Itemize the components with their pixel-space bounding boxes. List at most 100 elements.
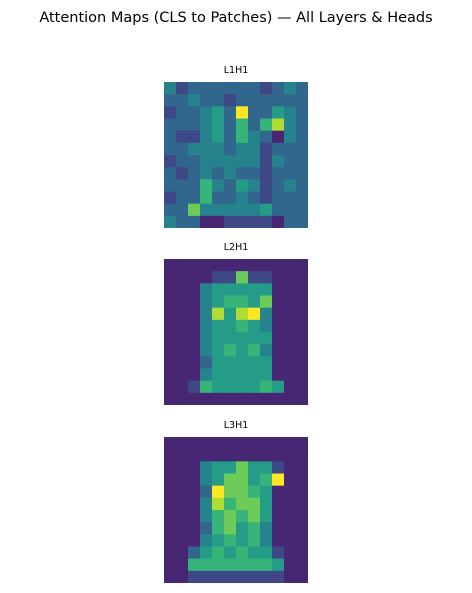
heatmap-cell (236, 368, 249, 382)
heatmap-cell (164, 558, 177, 572)
heatmap-cell (212, 118, 225, 132)
heatmap-cell (176, 295, 189, 309)
heatmap-cell (296, 191, 308, 205)
heatmap-cell (164, 546, 177, 560)
heatmap-cell (284, 94, 297, 107)
heatmap-cell (200, 449, 213, 462)
heatmap-cell (164, 283, 177, 296)
heatmap-cell (284, 319, 297, 333)
heatmap-cell (164, 497, 177, 511)
heatmap-cell (224, 106, 237, 119)
heatmap-cell (296, 461, 308, 474)
heatmap-cell (164, 437, 177, 450)
heatmap-cell (200, 191, 213, 205)
heatmap-cell (200, 215, 213, 228)
heatmap-cell (272, 191, 285, 205)
heatmap-cell (188, 259, 201, 272)
heatmap-cell (272, 167, 285, 180)
heatmap-cell (176, 570, 189, 583)
heatmap-cell (236, 155, 249, 168)
heatmap-cell (164, 215, 177, 228)
heatmap-cell (248, 392, 261, 405)
heatmap-cell (224, 259, 237, 272)
heatmap-cell (296, 179, 308, 192)
heatmap-cell (224, 449, 237, 462)
heatmap-cell (296, 106, 308, 119)
heatmap-cell (188, 307, 201, 321)
heatmap-cell (200, 130, 213, 144)
heatmap-cell (176, 522, 189, 535)
heatmap-cell (272, 203, 285, 217)
heatmap-cell (200, 522, 213, 535)
heatmap-cell (200, 94, 213, 107)
heatmap-cell (188, 130, 201, 144)
heatmap-cell (284, 203, 297, 217)
heatmap-cell (200, 380, 213, 394)
heatmap-cell (296, 437, 308, 450)
heatmap-cell (164, 368, 177, 382)
heatmap-cell (260, 82, 273, 95)
heatmap-cell (248, 380, 261, 394)
heatmap-cell (284, 344, 297, 357)
heatmap-cell (284, 522, 297, 535)
heatmap-cell (296, 392, 308, 405)
heatmap-cell (224, 155, 237, 168)
heatmap-cell (284, 295, 297, 309)
heatmap-cell (200, 570, 213, 583)
heatmap-cell (176, 534, 189, 547)
heatmap-cell (260, 106, 273, 119)
heatmap-cell (248, 332, 261, 345)
heatmap-cell (248, 118, 261, 132)
heatmap-cell (260, 558, 273, 572)
heatmap-cell (236, 295, 249, 309)
heatmap-cell (200, 142, 213, 156)
heatmap-cell (260, 368, 273, 382)
heatmap-cell (284, 215, 297, 228)
heatmap-cell (296, 546, 308, 560)
heatmap-cell (296, 130, 308, 144)
heatmap-cell (212, 130, 225, 144)
heatmap-cell (224, 546, 237, 560)
heatmap-cell (248, 437, 261, 450)
heatmap-cell (224, 295, 237, 309)
heatmap-cell (212, 295, 225, 309)
heatmap-cell (272, 271, 285, 284)
heatmap-cell (224, 142, 237, 156)
heatmap-cell (296, 485, 308, 499)
heatmap-cell (248, 473, 261, 487)
heatmap-cell (260, 497, 273, 511)
heatmap-cell (164, 155, 177, 168)
heatmap-cell (296, 368, 308, 382)
heatmap-cell (200, 497, 213, 511)
heatmap-cell (224, 319, 237, 333)
heatmap-cell (200, 368, 213, 382)
heatmap-cell (224, 94, 237, 107)
heatmap-cell (200, 461, 213, 474)
heatmap-cell (272, 307, 285, 321)
heatmap-cell (284, 558, 297, 572)
heatmap-cell (284, 356, 297, 369)
heatmap-cell (200, 485, 213, 499)
heatmap-cell (176, 510, 189, 523)
heatmap-cell (272, 344, 285, 357)
heatmap-cell (248, 259, 261, 272)
heatmap-cell (284, 485, 297, 499)
heatmap-cell (224, 82, 237, 95)
heatmap-cell (176, 106, 189, 119)
heatmap-cell (212, 497, 225, 511)
heatmap-cell (236, 271, 249, 284)
heatmap-cell (260, 167, 273, 180)
heatmap-cell (188, 94, 201, 107)
heatmap-cell (212, 203, 225, 217)
heatmap-cell (224, 392, 237, 405)
heatmap-cell (284, 82, 297, 95)
heatmap-cell (296, 215, 308, 228)
heatmap-cell (164, 118, 177, 132)
heatmap-cell (200, 510, 213, 523)
heatmap-cell (200, 534, 213, 547)
heatmap-cell (224, 570, 237, 583)
heatmap-cell (260, 437, 273, 450)
heatmap-cell (188, 485, 201, 499)
heatmap-cell (176, 271, 189, 284)
heatmap-cell (164, 522, 177, 535)
